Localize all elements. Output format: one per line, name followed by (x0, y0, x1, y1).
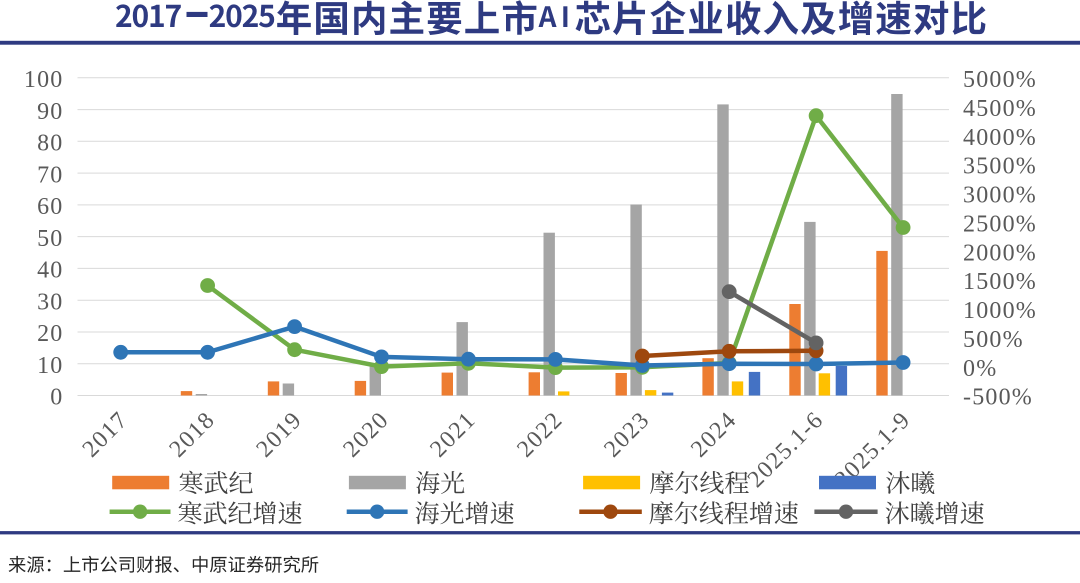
svg-text:20: 20 (37, 321, 63, 347)
svg-text:4500%: 4500% (963, 96, 1037, 122)
svg-text:3500%: 3500% (963, 154, 1037, 180)
svg-text:-500%: -500% (963, 385, 1033, 411)
svg-text:1500%: 1500% (963, 269, 1037, 295)
svg-text:4000%: 4000% (963, 125, 1037, 151)
svg-text:60: 60 (37, 194, 63, 220)
svg-text:2500%: 2500% (963, 211, 1037, 237)
svg-text:3000%: 3000% (963, 183, 1037, 209)
svg-text:0: 0 (50, 385, 63, 411)
svg-text:40: 40 (37, 258, 63, 284)
svg-text:10: 10 (37, 353, 63, 379)
svg-text:0%: 0% (963, 356, 997, 382)
svg-text:80: 80 (37, 131, 63, 157)
svg-text:2000%: 2000% (963, 240, 1037, 266)
svg-text:5000%: 5000% (963, 67, 1037, 93)
svg-text:100: 100 (24, 67, 64, 93)
svg-text:90: 90 (37, 99, 63, 125)
svg-text:1000%: 1000% (963, 298, 1037, 324)
svg-text:50: 50 (37, 226, 63, 252)
svg-text:70: 70 (37, 162, 63, 188)
svg-text:500%: 500% (963, 327, 1024, 353)
svg-text:30: 30 (37, 289, 63, 315)
